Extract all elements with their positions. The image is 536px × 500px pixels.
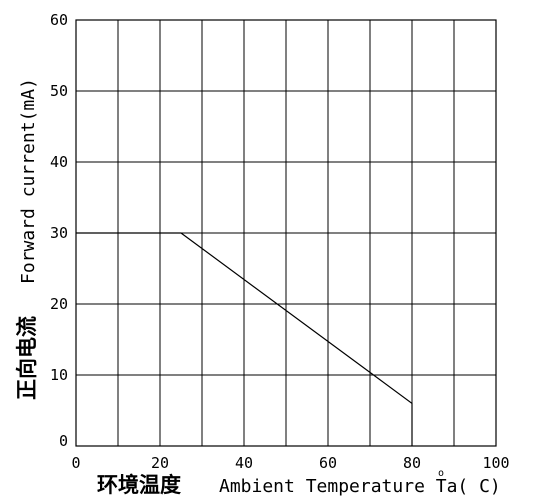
x-axis-title-en: Ambient Temperature Ta( C) (219, 476, 501, 497)
x-tick-labels: 0 20 40 60 80 100 (71, 454, 509, 472)
x-tick-label: 0 (71, 454, 80, 472)
y-axis-title-en: Forward current(mA) (18, 78, 39, 284)
y-tick-label: 10 (50, 366, 68, 384)
x-tick-label: 60 (319, 454, 337, 472)
y-tick-label: 0 (59, 432, 68, 450)
y-axis-title-group: 正向电流 Forward current(mA) (15, 78, 39, 400)
x-tick-label: 40 (235, 454, 253, 472)
y-tick-label: 50 (50, 82, 68, 100)
degree-mark: o (438, 468, 444, 479)
y-tick-label: 30 (50, 224, 68, 242)
y-tick-labels: 0 10 20 30 40 50 60 (50, 11, 68, 450)
x-axis-title-cn: 环境温度 (97, 473, 181, 497)
y-axis-title-cn: 正向电流 (15, 316, 39, 400)
x-tick-label: 80 (403, 454, 421, 472)
y-tick-label: 40 (50, 153, 68, 171)
x-tick-label: 20 (151, 454, 169, 472)
y-tick-label: 20 (50, 295, 68, 313)
y-tick-label: 60 (50, 11, 68, 29)
derating-curve (76, 232, 413, 446)
series-group (76, 232, 413, 446)
x-tick-label: 100 (482, 454, 509, 472)
